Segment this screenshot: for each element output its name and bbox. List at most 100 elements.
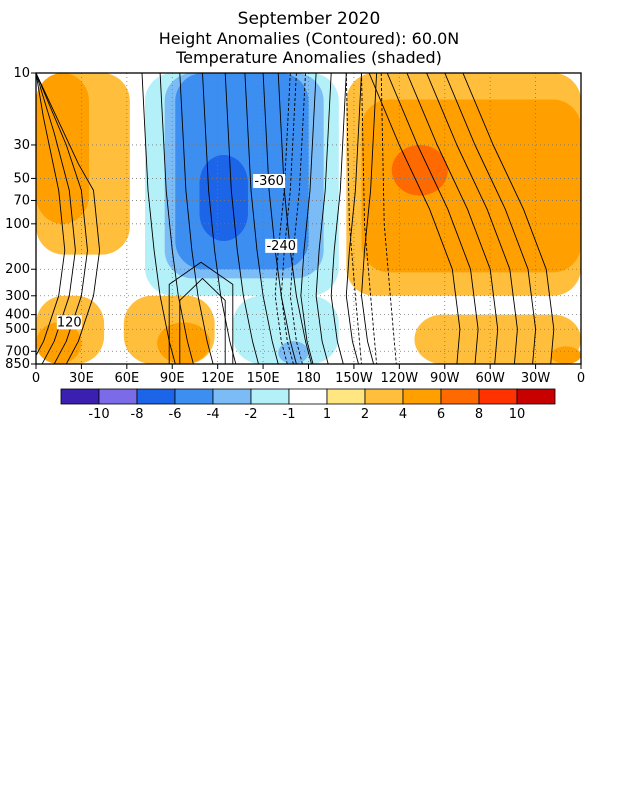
colorbar-swatch: [326, 388, 366, 405]
y-tick-label: 850: [5, 357, 30, 372]
contour-labels: -360 -240 120: [56, 173, 298, 330]
colorbar-swatch: [60, 388, 100, 405]
chart-subtitle-temperature: Temperature Anomalies (shaded): [176, 48, 442, 67]
height-contour-11: [315, 73, 332, 364]
shaded-region-13: [361, 99, 581, 273]
x-tick-label: 120W: [380, 371, 418, 386]
y-tick-label: 500: [5, 322, 30, 337]
contour-label-background: [265, 238, 298, 253]
height-contour-27: [462, 73, 555, 364]
colorbar-label: -6: [169, 407, 182, 422]
colorbar-label: 2: [361, 407, 369, 422]
x-tick-label: 150E: [247, 371, 280, 386]
height-contour-17: [280, 73, 297, 364]
colorbar-label: 6: [437, 407, 445, 422]
y-tick-label: 10: [13, 66, 30, 81]
height-contour-30: [380, 73, 397, 364]
colorbar-label: 10: [509, 407, 526, 422]
colorbar-label: -10: [88, 407, 109, 422]
height-contour-9: [330, 73, 347, 364]
height-contour-8: [179, 73, 214, 364]
height-contour-23: [386, 73, 479, 364]
y-tick-label: 30: [13, 138, 30, 153]
colorbar-swatch: [402, 388, 442, 405]
chart-title: September 2020: [237, 9, 381, 29]
y-tick-label: 300: [5, 289, 30, 304]
colorbar-swatch: [364, 388, 404, 405]
x-tick-label: 180: [296, 371, 321, 386]
height-contour-13: [300, 73, 317, 364]
colorbar-label: -4: [207, 407, 220, 422]
contour-label: -240: [266, 239, 296, 254]
x-tick-label: 120E: [201, 371, 234, 386]
y-tick-label: 700: [5, 344, 30, 359]
y-tick-label: 70: [13, 193, 30, 208]
height-contour-7: [345, 73, 362, 364]
colorbar-label: -2: [245, 407, 258, 422]
x-tick-label: 30E: [69, 371, 94, 386]
height-contour-12: [224, 73, 259, 364]
height-contour-5: [361, 73, 378, 364]
colorbar-swatch: [212, 388, 252, 405]
colorbar-legend: -10 -8 -6 -4 -2 -1 1 2 4 6 8 10: [60, 388, 556, 422]
x-tick-label: 150W: [335, 371, 373, 386]
y-tick-label: 50: [13, 171, 30, 186]
x-tick-label: 60E: [114, 371, 139, 386]
colorbar-label: -1: [283, 407, 296, 422]
colorbar-label: -8: [131, 407, 144, 422]
contour-label: -360: [254, 174, 284, 189]
height-contours: [36, 73, 555, 364]
shaded-region-5: [157, 322, 211, 364]
height-contour-19: [274, 73, 291, 364]
y-tick-label: 400: [5, 308, 30, 323]
colorbar-swatch: [288, 388, 328, 405]
height-contour-25: [426, 73, 518, 364]
y-tick-label: 100: [5, 217, 30, 232]
colorbar-label: 1: [323, 407, 331, 422]
chart-titles: September 2020 Height Anomalies (Contour…: [0, 9, 618, 68]
height-contour-1: [36, 73, 76, 364]
height-contour-21: [179, 277, 226, 364]
x-tick-label: 0: [577, 371, 585, 386]
colorbar-swatch: [478, 388, 518, 405]
x-tick-label: 90E: [160, 371, 185, 386]
x-tick-label: 0: [32, 371, 40, 386]
colorbar-swatch: [174, 388, 214, 405]
height-contour-29: [361, 73, 378, 364]
height-contour-24: [406, 73, 499, 364]
colorbar-label: 8: [475, 407, 483, 422]
height-contour-20: [168, 261, 234, 364]
shaded-region-16: [550, 346, 581, 364]
shaded-region-1: [36, 73, 89, 224]
chart-subtitle-height: Height Anomalies (Contoured): 60.0N: [158, 29, 460, 48]
x-tick-label: 90W: [430, 371, 460, 386]
colorbar-swatch: [516, 388, 556, 405]
colorbar-swatch: [440, 388, 480, 405]
colorbar-swatch: [98, 388, 138, 405]
height-contour-28: [345, 73, 362, 364]
height-contour-0: [36, 73, 66, 357]
colorbar-swatch: [250, 388, 290, 405]
shaded-region-14: [391, 144, 448, 196]
height-contour-16: [262, 73, 297, 364]
height-contour-10: [202, 73, 237, 364]
x-tick-label: 30W: [521, 371, 551, 386]
colorbar-swatch: [136, 388, 176, 405]
height-contour-2: [36, 73, 88, 364]
contour-label-background: [56, 315, 82, 330]
height-contour-15: [289, 73, 306, 364]
y-tick-label: 200: [5, 262, 30, 277]
contour-label: 120: [57, 315, 82, 330]
height-contour-26: [444, 73, 537, 364]
height-contour-3: [36, 73, 101, 364]
height-contour-4: [141, 73, 176, 364]
x-axis: 0 30E 60E 90E 120E 150E 180 150W 120W 90W 60W 30W 0: [32, 364, 585, 386]
shaded-region-9: [199, 155, 248, 242]
height-contour-22: [368, 73, 461, 364]
height-contour-18: [277, 73, 312, 364]
height-contour-6: [159, 73, 194, 364]
height-contour-14: [244, 73, 279, 364]
colorbar-label: 4: [399, 407, 407, 422]
